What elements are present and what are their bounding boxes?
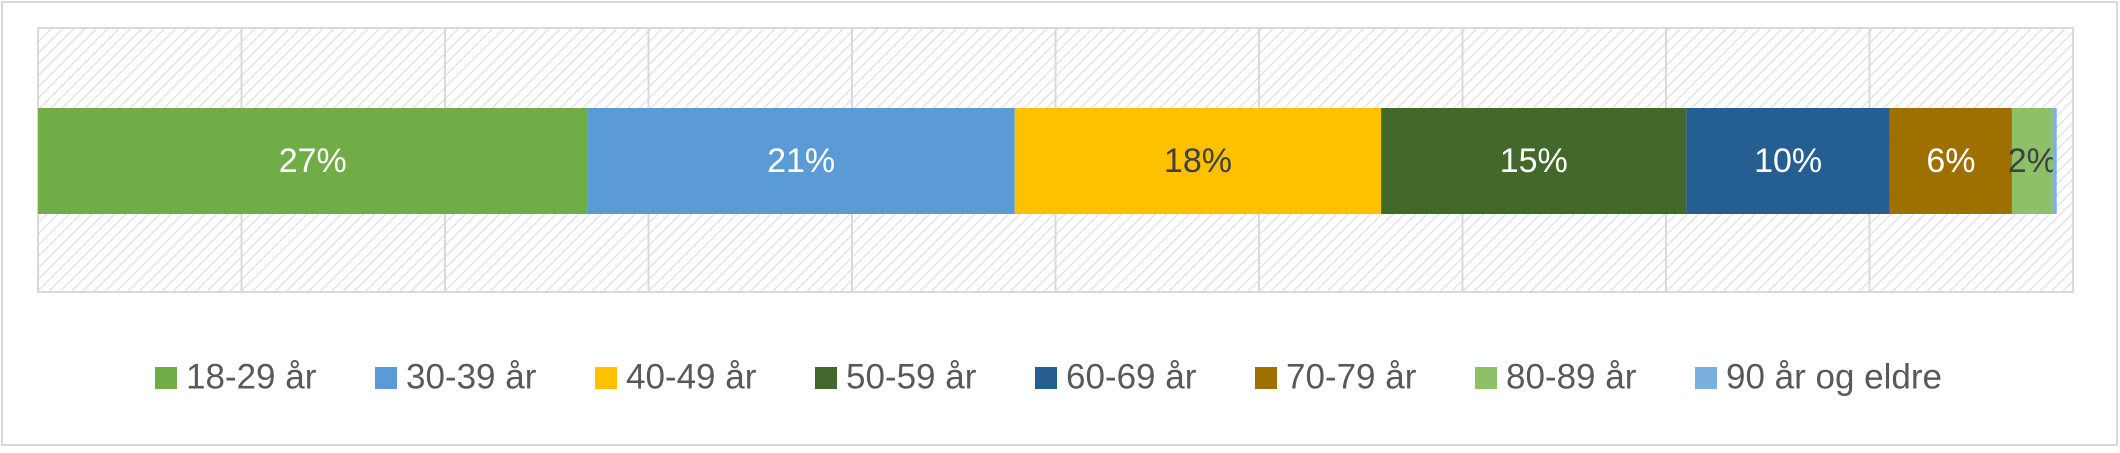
bar-segment bbox=[1889, 108, 2012, 214]
legend-label: 90 år og eldre bbox=[1726, 357, 1942, 396]
data-label: 10% bbox=[1754, 142, 1822, 180]
bar-segment bbox=[1381, 108, 1687, 214]
data-label: 21% bbox=[767, 142, 835, 180]
legend-label: 80-89 år bbox=[1506, 357, 1637, 396]
bar-segment bbox=[1014, 108, 1382, 214]
data-label: 6% bbox=[1926, 142, 1975, 180]
bar-segment bbox=[1686, 108, 1890, 214]
legend-swatch bbox=[815, 367, 837, 389]
legend-label: 30-39 år bbox=[406, 357, 537, 396]
legend-label: 18-29 år bbox=[186, 357, 317, 396]
legend-swatch bbox=[1475, 367, 1497, 389]
bar-segment bbox=[2011, 108, 2053, 214]
legend-swatch bbox=[1255, 367, 1277, 389]
data-label: 18% bbox=[1164, 142, 1232, 180]
legend-label: 50-59 år bbox=[846, 357, 977, 396]
legend-swatch bbox=[595, 367, 617, 389]
bar-segment bbox=[587, 108, 1015, 214]
data-label: 2% bbox=[2008, 142, 2057, 180]
bar-segment bbox=[2052, 108, 2057, 214]
legend-swatch bbox=[1695, 367, 1717, 389]
bar-segment bbox=[38, 108, 588, 214]
legend-swatch bbox=[155, 367, 177, 389]
legend-label: 70-79 år bbox=[1286, 357, 1417, 396]
legend-label: 60-69 år bbox=[1066, 357, 1197, 396]
legend-swatch bbox=[375, 367, 397, 389]
data-label: 15% bbox=[1500, 142, 1568, 180]
legend-swatch bbox=[1035, 367, 1057, 389]
legend-label: 40-49 år bbox=[626, 357, 757, 396]
data-label: 27% bbox=[279, 142, 347, 180]
